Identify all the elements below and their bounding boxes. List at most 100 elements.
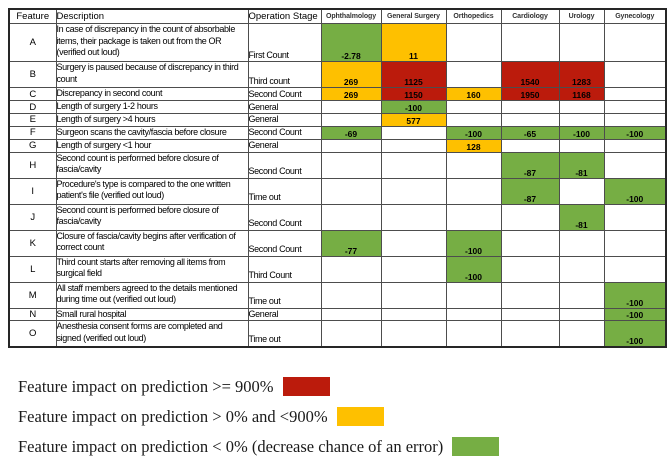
table-row: L Third count starts after removing all … (8, 255, 667, 283)
table-row: F Surgeon scans the cavity/fascia before… (8, 125, 667, 140)
value-cell (320, 281, 382, 309)
table-row: M All staff members agreed to the detail… (8, 281, 667, 309)
stage-cell: Third count (247, 61, 322, 88)
value-cell (558, 23, 605, 62)
value-cell (320, 203, 382, 231)
value-cell (603, 229, 667, 257)
col-header-ophthalmology: Ophthalmology (320, 8, 382, 24)
feature-cell: G (8, 138, 57, 153)
red-swatch (282, 377, 330, 396)
value-cell: -100 (445, 229, 502, 257)
table-row: E Length of surgery >4 hours General 577 (8, 113, 667, 127)
value-cell: -69 (320, 125, 382, 140)
description-cell: All staff members agreed to the details … (55, 281, 249, 309)
table-row: D Length of surgery 1-2 hours General -1… (8, 100, 667, 114)
value-cell (603, 100, 667, 114)
feature-cell: B (8, 61, 57, 88)
description-cell: Surgeon scans the cavity/fascia before c… (55, 125, 249, 140)
green-swatch (452, 437, 500, 456)
description-cell: Closure of fascia/cavity begins after ve… (55, 229, 249, 257)
value-cell: -100 (603, 320, 667, 347)
value-cell (500, 138, 560, 153)
table-row: I Procedure's type is compared to the on… (8, 177, 667, 205)
value-cell (500, 113, 560, 127)
value-cell: -100 (558, 125, 605, 140)
value-cell (558, 229, 605, 257)
description-cell: Anesthesia consent forms are completed a… (55, 320, 249, 347)
table-row: J Second count is performed before closu… (8, 203, 667, 231)
value-cell: 1150 (380, 87, 447, 101)
table-row: B Surgery is paused because of discrepan… (8, 61, 667, 88)
value-cell: 1283 (558, 61, 605, 88)
value-cell (320, 320, 382, 347)
value-cell (603, 151, 667, 179)
value-cell (380, 138, 447, 153)
value-cell (445, 203, 502, 231)
value-cell (445, 23, 502, 62)
description-cell: Procedure's type is compared to the one … (55, 177, 249, 205)
value-cell (558, 177, 605, 205)
stage-cell: Time out (247, 281, 322, 309)
stage-cell: Second Count (247, 203, 322, 231)
value-cell (445, 61, 502, 88)
value-cell (603, 87, 667, 101)
value-cell (320, 307, 382, 321)
value-cell: 1540 (500, 61, 560, 88)
value-cell: -100 (603, 281, 667, 309)
description-cell: Small rural hospital (55, 307, 249, 321)
legend-label-yellow: Feature impact on prediction > 0% and <9… (18, 407, 328, 426)
value-cell (500, 100, 560, 114)
value-cell: -100 (603, 177, 667, 205)
description-cell: Surgery is paused because of discrepancy… (55, 61, 249, 88)
stage-cell: Time out (247, 177, 322, 205)
value-cell: -100 (445, 125, 502, 140)
value-cell (558, 320, 605, 347)
value-cell (380, 255, 447, 283)
feature-cell: L (8, 255, 57, 283)
description-cell: Length of surgery 1-2 hours (55, 100, 249, 114)
legend-label-green: Feature impact on prediction < 0% (decre… (18, 437, 444, 456)
legend-item-green: Feature impact on prediction < 0% (decre… (18, 437, 500, 457)
legend: Feature impact on prediction >= 900% Fea… (18, 377, 500, 467)
stage-cell: First Count (247, 23, 322, 62)
feature-cell: F (8, 125, 57, 140)
table-row: N Small rural hospital General -100 (8, 307, 667, 321)
stage-cell: General (247, 307, 322, 321)
description-cell: In case of discrepancy in the count of a… (55, 23, 249, 62)
value-cell: -100 (603, 307, 667, 321)
value-cell (320, 100, 382, 114)
stage-cell: Second Count (247, 87, 322, 101)
table-row: K Closure of fascia/cavity begins after … (8, 229, 667, 257)
value-cell (320, 113, 382, 127)
value-cell: -100 (603, 125, 667, 140)
value-cell: -81 (558, 151, 605, 179)
col-header-orthopedics: Orthopedics (445, 8, 502, 24)
value-cell (500, 320, 560, 347)
feature-cell: J (8, 203, 57, 231)
value-cell (445, 281, 502, 309)
value-cell (320, 255, 382, 283)
col-header-feature: Feature (8, 8, 57, 24)
value-cell (320, 177, 382, 205)
stage-cell: Time out (247, 320, 322, 347)
value-cell (558, 281, 605, 309)
value-cell (380, 320, 447, 347)
value-cell: -87 (500, 177, 560, 205)
value-cell (500, 203, 560, 231)
feature-cell: N (8, 307, 57, 321)
value-cell (603, 203, 667, 231)
description-cell: Second count is performed before closure… (55, 151, 249, 179)
value-cell (320, 138, 382, 153)
value-cell (558, 138, 605, 153)
value-cell: 11 (380, 23, 447, 62)
feature-cell: M (8, 281, 57, 309)
legend-label-red: Feature impact on prediction >= 900% (18, 377, 274, 396)
feature-cell: I (8, 177, 57, 205)
value-cell: 160 (445, 87, 502, 101)
stage-cell: General (247, 113, 322, 127)
value-cell (445, 113, 502, 127)
feature-cell: H (8, 151, 57, 179)
description-cell: Length of surgery <1 hour (55, 138, 249, 153)
stage-cell: Second Count (247, 151, 322, 179)
value-cell (558, 307, 605, 321)
